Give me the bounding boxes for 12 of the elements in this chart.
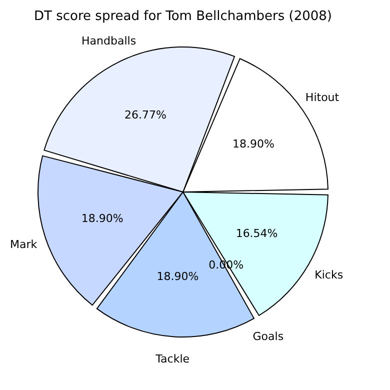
data-label: 18.90% [81,212,124,225]
data-label: 16.54% [236,227,278,240]
slice-label: Handballs [82,34,136,48]
data-label: 18.90% [156,270,199,283]
category-label: Goals [252,330,284,343]
data-label: 26.77% [124,108,166,122]
slice-label: Tackle [154,352,190,366]
slice-label: Kicks [314,268,344,282]
data-label: 18.90% [232,137,274,150]
slice-label: Hitout [305,91,340,104]
chart-title: DT score spread for Tom Bellchambers (2008) [34,9,332,24]
slice-label: Mark [10,238,38,252]
